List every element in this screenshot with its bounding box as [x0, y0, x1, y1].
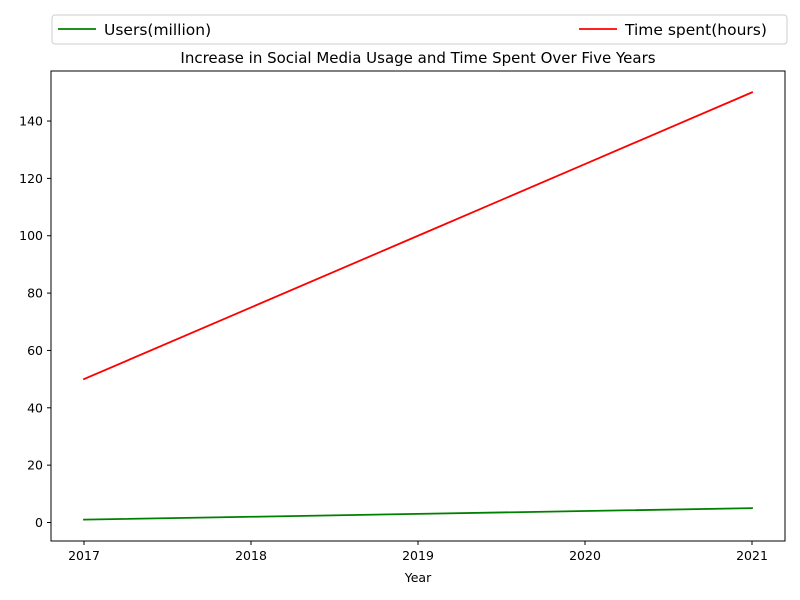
series-lines	[82, 91, 754, 521]
x-axis-title: Year	[404, 570, 432, 585]
y-tick-label: 80	[27, 286, 43, 301]
y-tick-label: 120	[19, 171, 43, 186]
x-tick-label: 2019	[402, 548, 434, 563]
legend: Users(million) Time spent(hours)	[51, 14, 788, 45]
x-tick-label: 2018	[235, 548, 267, 563]
x-tick-label: 2020	[569, 548, 601, 563]
x-tick-label: 2017	[68, 548, 100, 563]
legend-label-users: Users(million)	[104, 21, 211, 39]
x-tick-label: 2021	[736, 548, 768, 563]
y-axis: 0 20 40 60 80 100 120 140	[19, 114, 51, 530]
chart-title: Increase in Social Media Usage and Time …	[180, 49, 655, 67]
x-axis: 2017 2018 2019 2020 2021	[68, 541, 768, 563]
y-tick-label: 140	[19, 114, 43, 129]
y-tick-label: 20	[27, 458, 43, 473]
y-tick-label: 60	[27, 343, 43, 358]
legend-frame	[51, 14, 788, 45]
y-tick-label: 40	[27, 400, 43, 415]
legend-label-time: Time spent(hours)	[624, 21, 767, 39]
y-tick-label: 0	[35, 515, 43, 530]
y-tick-label: 100	[19, 228, 43, 243]
